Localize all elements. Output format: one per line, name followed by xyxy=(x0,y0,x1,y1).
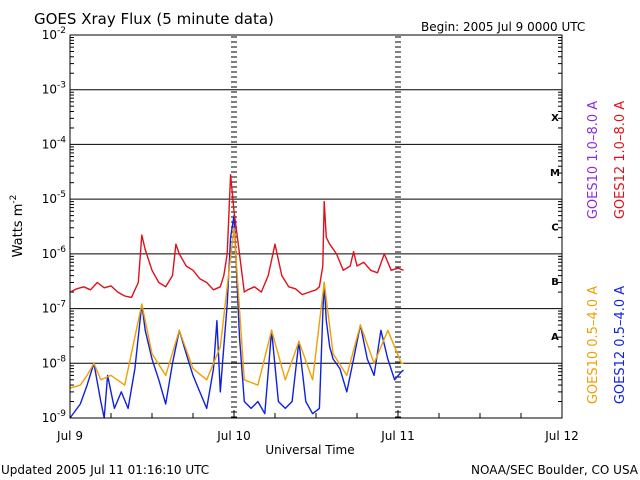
x-axis-label: Universal Time xyxy=(265,443,354,457)
plot-frame xyxy=(69,34,563,419)
axis-ticks: 10-2 10-3 10-4 10-5 10-6 10-7 10-8 10-9 Jul 9 Jul… xyxy=(42,26,579,443)
grid-lines xyxy=(70,36,562,418)
y-tick-label: 10-3 xyxy=(42,81,66,97)
y-tick-label: 10-6 xyxy=(42,245,67,261)
x-tick-label: Jul 11 xyxy=(380,429,415,443)
data-series xyxy=(69,173,404,419)
legend-entry: GOES10 0.5–4.0 A xyxy=(586,286,601,404)
y-axis-label-text: Watts m xyxy=(11,204,26,258)
begin-label: Begin: 2005 Jul 9 0000 UTC xyxy=(421,20,585,34)
legend-entry: GOES10 1.0–8.0 A xyxy=(586,101,601,219)
y-tick-label: 10-8 xyxy=(42,354,67,370)
flare-class-m: M xyxy=(550,168,560,179)
y-axis-label: Watts m-2 xyxy=(9,195,26,258)
flare-class-b: B xyxy=(551,277,559,288)
y-tick-label: 10-2 xyxy=(42,26,66,42)
legend-entry: GOES12 0.5–4.0 A xyxy=(613,286,628,404)
credit-label: NOAA/SEC Boulder, CO USA xyxy=(471,463,639,477)
x-tick-label: Jul 12 xyxy=(544,429,579,443)
y-tick-label: 10-4 xyxy=(42,135,67,151)
y-tick-label: 10-5 xyxy=(42,190,66,206)
svg-text:Watts m-2: Watts m-2 xyxy=(9,195,26,258)
series-goes10-0-5-4-0-a xyxy=(69,227,404,389)
flare-class-c: C xyxy=(551,223,558,234)
y-tick-label: 10-9 xyxy=(42,409,67,425)
series-goes12-1-0-8-0-a xyxy=(69,173,404,299)
legend: GOES10 1.0–8.0 A GOES12 1.0–8.0 A GOES10 0… xyxy=(586,101,628,404)
chart-title: GOES Xray Flux (5 minute data) xyxy=(34,10,274,28)
x-tick-label: Jul 9 xyxy=(56,429,83,443)
x-tick-label: Jul 10 xyxy=(216,429,251,443)
legend-entry: GOES12 1.0–8.0 A xyxy=(613,101,628,219)
flare-class-a: A xyxy=(551,332,559,343)
y-tick-label: 10-7 xyxy=(42,300,66,316)
updated-label: Updated 2005 Jul 11 01:16:10 UTC xyxy=(1,463,209,477)
y-axis-label-exponent: -2 xyxy=(9,195,19,204)
flare-class-x: X xyxy=(551,113,559,124)
